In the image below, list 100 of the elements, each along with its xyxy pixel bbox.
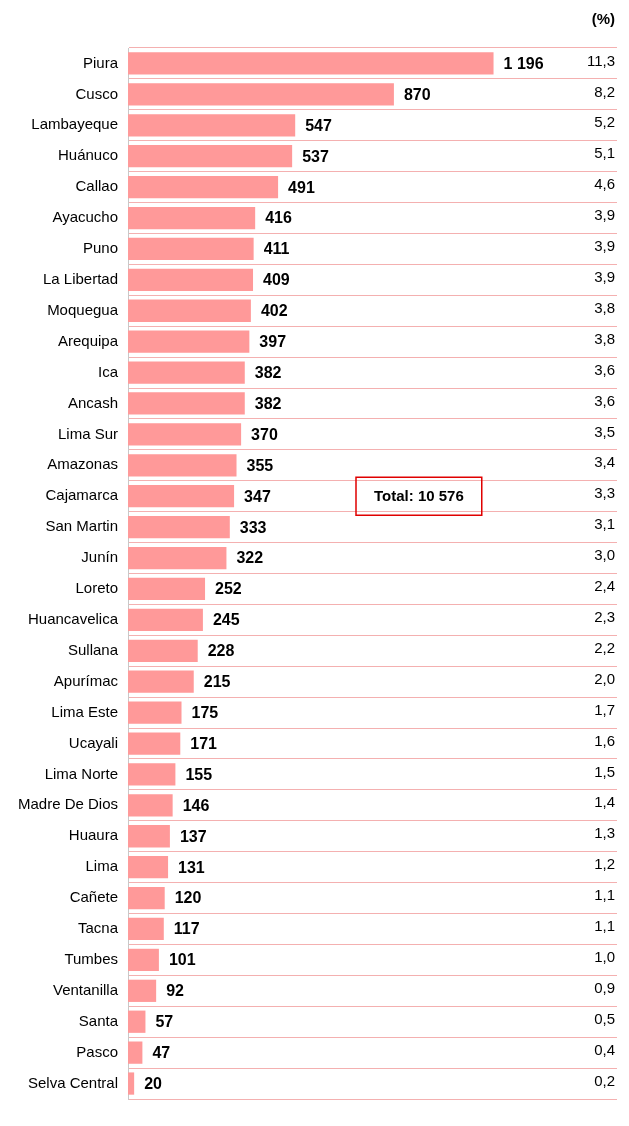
text: 11,3 — [586, 51, 615, 69]
y-tick-label: Lima Norte — [44, 764, 119, 782]
y-tick-label: Selva Central — [27, 1073, 119, 1091]
bar — [128, 639, 198, 662]
y-tick-label: Huaura — [68, 826, 119, 844]
text: 3,5 — [594, 422, 615, 440]
y-tick-label: Madre De Dios — [17, 795, 119, 813]
y-tick-label: Ucayali — [68, 733, 119, 751]
bar — [128, 361, 245, 384]
bar — [128, 794, 173, 817]
bar — [128, 114, 296, 137]
bar — [128, 423, 242, 446]
bar — [128, 237, 254, 261]
bar — [128, 763, 176, 786]
bar — [128, 1072, 135, 1095]
y-tick-label: Callao — [75, 177, 119, 195]
text: 1,0 — [594, 948, 615, 966]
y-tick-label: Ayacucho — [52, 208, 119, 226]
data-label: 382 — [254, 394, 282, 412]
data-label: 101 — [168, 951, 196, 969]
data-label: 416 — [265, 209, 292, 227]
y-tick-label: Cajamarca — [45, 486, 119, 504]
data-label: 117 — [173, 920, 200, 938]
text: 2,4 — [594, 577, 615, 595]
bar — [128, 732, 181, 755]
bar — [128, 392, 245, 415]
bar — [128, 577, 206, 601]
bar — [128, 886, 165, 910]
y-tick-label: Puno — [82, 239, 119, 257]
y-tick-label: Tumbes — [64, 950, 119, 968]
y-tick-label: San Martin — [45, 517, 119, 535]
data-label: 397 — [259, 333, 287, 351]
y-tick-label: Huánuco — [57, 146, 119, 164]
text: 1,7 — [594, 700, 615, 718]
y-tick-label: Ancash — [67, 393, 119, 411]
bar — [128, 175, 279, 199]
data-label: 20 — [144, 1074, 163, 1092]
data-label: 155 — [185, 765, 213, 783]
text: 2,0 — [594, 669, 615, 687]
y-tick-label: Junín — [81, 548, 119, 566]
data-label: 322 — [236, 549, 264, 567]
y-tick-label: Ventanilla — [52, 980, 119, 998]
data-label: 47 — [152, 1044, 171, 1062]
y-tick-label: Apurímac — [53, 671, 119, 689]
text: 0,9 — [594, 978, 615, 996]
y-tick-label: Piura — [83, 53, 119, 71]
data-label: 1 196 — [503, 54, 544, 72]
bar — [128, 485, 235, 508]
data-label: 547 — [305, 116, 332, 134]
text: 1,1 — [594, 886, 615, 904]
bar — [128, 917, 164, 941]
bar — [128, 979, 157, 1002]
y-tick-label: Pasco — [76, 1042, 119, 1060]
y-tick-label: Lambayeque — [31, 115, 119, 133]
text: 0,4 — [594, 1040, 615, 1058]
text: 3,0 — [594, 546, 615, 564]
y-tick-label: Cañete — [69, 888, 119, 906]
text: 5,1 — [594, 144, 615, 162]
y-tick-label: Loreto — [75, 579, 119, 597]
y-tick-label: Huancavelica — [27, 610, 119, 628]
text: 1,1 — [594, 917, 615, 935]
text: 3,9 — [594, 237, 615, 255]
data-label: 382 — [254, 363, 282, 381]
data-label: 347 — [244, 487, 271, 505]
text: 4,6 — [594, 175, 615, 193]
bar — [128, 608, 203, 631]
text: 3,8 — [594, 329, 615, 347]
bar — [128, 948, 159, 972]
data-label: 137 — [179, 827, 207, 845]
text: 3,8 — [594, 298, 615, 316]
text: 1,6 — [594, 731, 615, 749]
y-tick-label: Ica — [98, 362, 119, 380]
y-tick-label: Santa — [78, 1011, 119, 1029]
bar — [128, 1041, 143, 1064]
data-label: 146 — [182, 796, 210, 814]
y-tick-label: Lima — [85, 857, 119, 875]
y-tick-label: Lima Sur — [58, 424, 119, 442]
text: 1,4 — [594, 793, 615, 811]
text: (%) — [591, 10, 615, 28]
y-tick-label: Amazonas — [47, 455, 119, 473]
text: 2,2 — [594, 638, 615, 656]
text: 3,6 — [594, 391, 615, 409]
bar — [128, 701, 182, 724]
y-tick-label: Arequipa — [57, 331, 119, 349]
bar — [128, 856, 169, 879]
data-label: 245 — [212, 611, 240, 629]
bar — [128, 546, 227, 570]
data-label: 57 — [155, 1013, 174, 1031]
text: 3,4 — [594, 453, 615, 471]
data-label: 131 — [178, 858, 205, 876]
text: 3,1 — [594, 515, 615, 533]
data-label: 409 — [263, 271, 290, 289]
data-label: 870 — [403, 85, 431, 103]
bar — [128, 83, 394, 106]
text: 0,5 — [594, 1009, 615, 1027]
text: 3,9 — [594, 206, 615, 224]
bar — [128, 206, 256, 230]
data-label: 370 — [251, 425, 278, 443]
text: 5,2 — [594, 113, 615, 131]
y-tick-label: La Libertad — [42, 269, 119, 287]
